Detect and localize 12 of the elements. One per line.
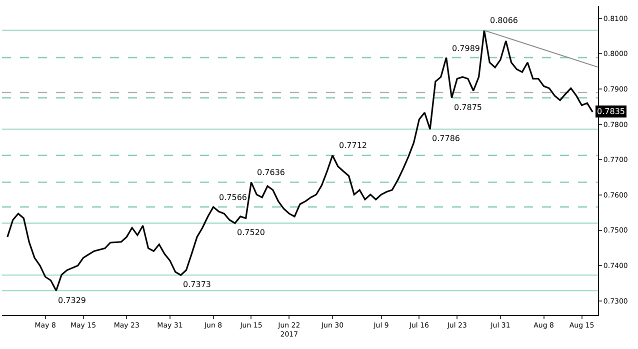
annotation: 0.7329 <box>58 296 86 305</box>
line-series <box>6 30 594 292</box>
annotation: 0.7636 <box>257 168 285 177</box>
annotation: 0.8066 <box>490 16 518 25</box>
annotation: 0.7373 <box>183 280 211 289</box>
annotation: 0.7786 <box>432 134 460 143</box>
annotation: 0.7712 <box>339 141 367 150</box>
annotation: 0.7520 <box>237 228 265 237</box>
annotation: 0.7875 <box>454 103 482 112</box>
annotation: 0.7835 <box>597 107 625 116</box>
annotation: 0.7566 <box>219 193 247 202</box>
annotation: 0.7989 <box>452 44 480 53</box>
